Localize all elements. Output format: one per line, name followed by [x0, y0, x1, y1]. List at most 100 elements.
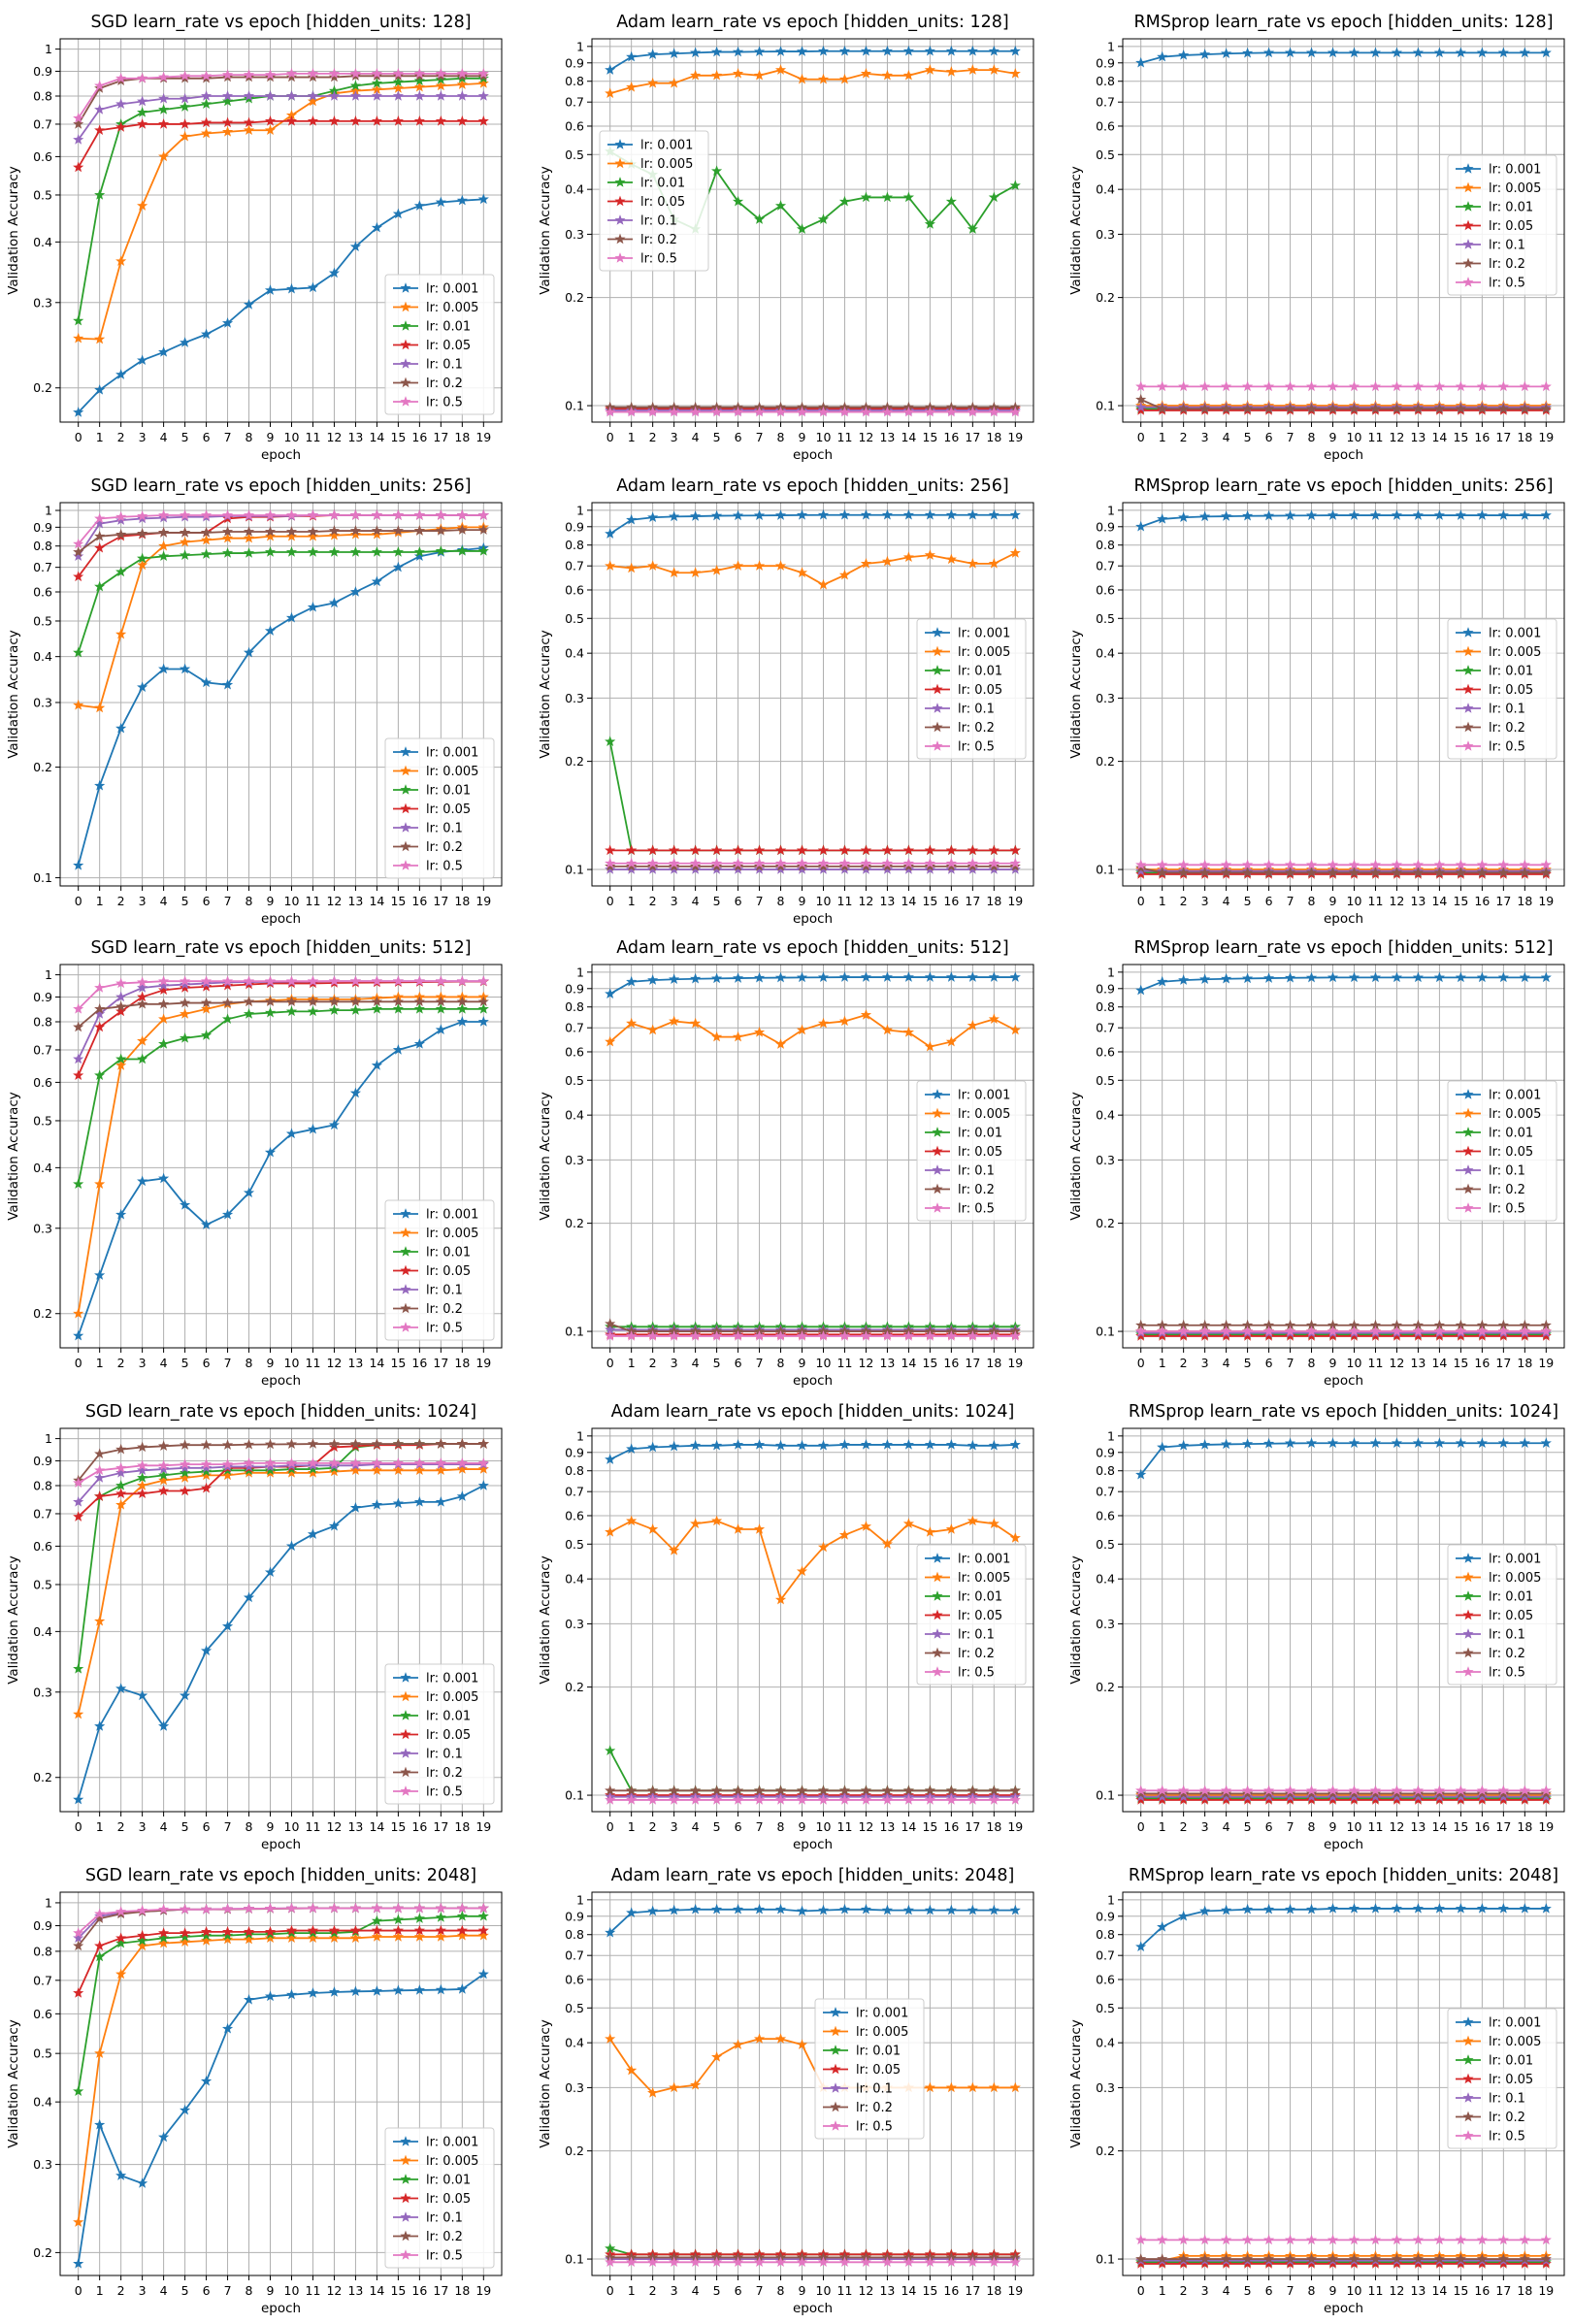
data-point: [1327, 1794, 1339, 1805]
y-tick-label: 0.7: [1096, 95, 1115, 110]
data-point: [307, 1438, 319, 1449]
x-tick-label: 5: [1244, 894, 1252, 908]
x-tick-label: 18: [1517, 1819, 1532, 1834]
data-point: [115, 1932, 127, 1944]
legend-label: lr: 0.001: [1489, 1089, 1541, 1103]
y-tick-label: 0.3: [565, 1617, 584, 1631]
data-point: [1348, 380, 1360, 392]
data-point: [967, 1784, 978, 1796]
data-point: [264, 1932, 277, 1944]
x-tick-label: 2: [649, 430, 657, 444]
data-point: [158, 71, 170, 82]
legend-label: lr: 0.005: [1489, 1571, 1541, 1586]
data-point: [413, 1984, 425, 1995]
x-tick-label: 0: [1137, 1819, 1145, 1834]
x-tick-label: 8: [246, 430, 253, 444]
data-point: [881, 861, 894, 871]
data-point: [1540, 1787, 1552, 1799]
data-point: [371, 1902, 382, 1914]
data-point: [1327, 403, 1339, 414]
data-point: [1305, 859, 1318, 870]
data-point: [669, 567, 680, 577]
x-tick-label: 16: [411, 894, 427, 908]
legend-marker: [1462, 1590, 1474, 1601]
data-point: [817, 1330, 830, 1341]
data-point: [1455, 509, 1466, 520]
data-point: [413, 200, 425, 211]
x-tick-label: 4: [160, 1356, 168, 1370]
data-point: [243, 509, 255, 520]
data-point: [1348, 971, 1360, 983]
data-point: [732, 406, 744, 417]
data-point: [1497, 1903, 1509, 1914]
x-tick-label: 9: [267, 1356, 275, 1370]
x-tick-label: 2: [1180, 1356, 1188, 1370]
data-point: [200, 1002, 213, 1014]
data-point: [1157, 1784, 1168, 1796]
data-point: [774, 1330, 787, 1341]
legend-label: lr: 0.2: [958, 721, 995, 736]
data-point: [264, 90, 277, 101]
y-tick-label: 0.3: [565, 1153, 584, 1167]
data-point: [200, 509, 213, 520]
data-point: [647, 1523, 659, 1534]
y-tick-label: 0.2: [33, 1770, 52, 1784]
data-point: [1009, 45, 1021, 56]
data-point: [413, 81, 425, 92]
legend-label: lr: 0.005: [958, 1571, 1010, 1586]
data-point: [1242, 1784, 1254, 1796]
data-point: [924, 857, 935, 868]
legend-label: lr: 0.005: [1489, 645, 1541, 660]
data-point: [1327, 859, 1339, 870]
data-point: [180, 509, 191, 520]
data-point: [435, 1983, 446, 1995]
x-tick-label: 1: [96, 1819, 104, 1834]
data-point: [349, 80, 362, 91]
data-point: [413, 1931, 425, 1942]
legend-label: lr: 0.005: [426, 1690, 478, 1705]
data-point: [817, 1017, 830, 1029]
data-point: [1348, 2234, 1360, 2245]
data-point: [1455, 971, 1466, 983]
data-point: [967, 864, 978, 874]
data-point: [1327, 1330, 1339, 1341]
x-tick-label: 13: [347, 430, 363, 444]
data-point: [137, 1488, 148, 1499]
data-point: [158, 1440, 170, 1452]
x-tick-label: 13: [1410, 1356, 1426, 1370]
data-point: [285, 546, 298, 557]
x-tick-label: 15: [1453, 894, 1468, 908]
data-point: [945, 66, 957, 77]
legend-label: lr: 0.05: [426, 1728, 471, 1743]
data-point: [221, 975, 234, 986]
data-point: [1157, 1330, 1168, 1341]
data-point: [264, 996, 277, 1007]
legend-label: lr: 0.1: [426, 1748, 463, 1762]
data-point: [605, 64, 616, 75]
data-point: [477, 1002, 489, 1014]
x-tick-label: 6: [735, 2283, 742, 2298]
data-point: [243, 1457, 255, 1468]
data-point: [413, 1438, 425, 1449]
x-tick-label: 9: [1329, 2283, 1337, 2298]
data-point: [371, 1499, 382, 1510]
legend-marker: [1462, 703, 1474, 713]
legend-label: lr: 0.01: [1489, 1127, 1533, 1141]
data-point: [711, 857, 723, 868]
data-point: [477, 1910, 489, 1921]
data-point: [1262, 1790, 1275, 1802]
data-point: [711, 1330, 723, 1341]
y-tick-label: 0.8: [33, 1944, 52, 1958]
data-point: [1369, 2253, 1382, 2264]
data-point: [392, 1902, 404, 1914]
data-point: [200, 981, 213, 992]
data-point: [1157, 1794, 1168, 1805]
data-point: [349, 509, 362, 520]
y-tick-label: 0.4: [565, 1572, 584, 1587]
x-tick-label: 4: [1223, 430, 1230, 444]
data-point: [838, 861, 851, 871]
data-point: [1157, 2234, 1168, 2245]
data-point: [307, 1463, 319, 1474]
data-point: [1305, 403, 1318, 414]
data-point: [1009, 1439, 1021, 1450]
